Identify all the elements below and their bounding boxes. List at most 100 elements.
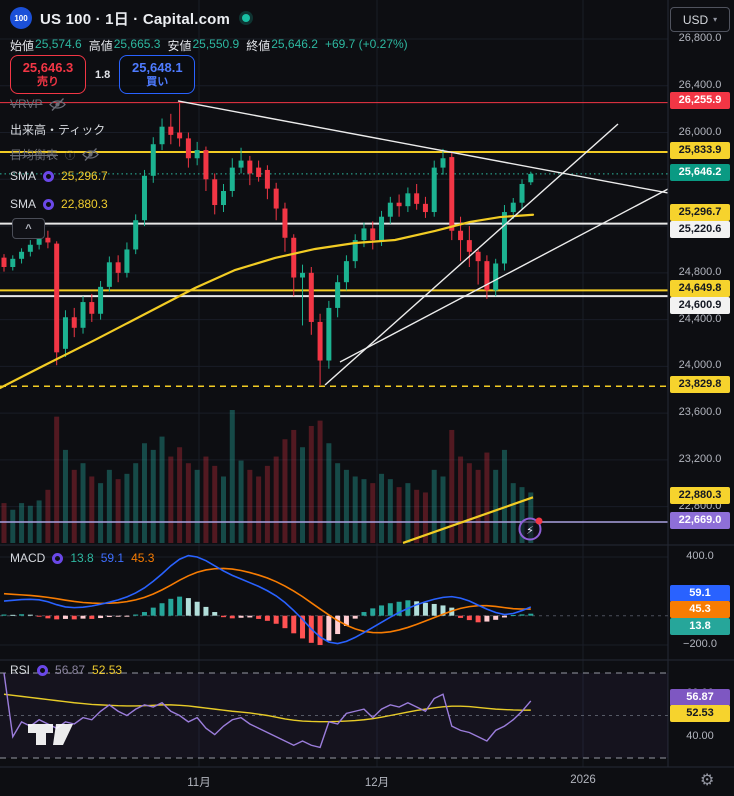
macd-axis-badge: 59.1 — [670, 584, 730, 602]
trendline — [324, 123, 619, 386]
rsi-axis-tick: 40.00 — [686, 729, 714, 742]
volume-bar — [422, 492, 428, 543]
symbol-title[interactable]: US 100 · 1日 · Capital.com — [40, 10, 231, 28]
trendline — [177, 100, 669, 194]
volume-bar — [80, 463, 86, 543]
legend-item-vrvp[interactable]: VRVP — [10, 97, 67, 111]
legend-item-ichimoku[interactable]: 目均衡表 ⓘ — [10, 146, 99, 163]
volume-bar — [519, 487, 525, 543]
volume-bar — [361, 479, 367, 543]
volume-bar — [466, 463, 472, 543]
volume-bar — [300, 447, 306, 543]
price-axis-tick: 26,400.0 — [678, 78, 722, 91]
collapse-icon: ^ — [25, 222, 32, 235]
macd-histogram-bar — [361, 612, 367, 616]
macd-histogram-bar — [317, 615, 323, 646]
market-status-icon — [242, 14, 251, 22]
macd-hist-value: 13.8 — [70, 551, 94, 565]
volume-bar — [89, 476, 95, 543]
sma1-value: 25,296.7 — [61, 169, 108, 183]
candle-body — [159, 126, 165, 145]
candle-body — [361, 228, 367, 241]
volume-bar — [247, 469, 253, 543]
ichimoku-label: 目均衡表 — [10, 148, 59, 162]
candle-body — [256, 167, 262, 177]
macd-histogram-bar — [10, 614, 16, 616]
rsi-ma-line — [3, 693, 531, 723]
macd-histogram-bar — [396, 601, 402, 616]
candle-body — [449, 157, 455, 231]
candle-body — [370, 228, 376, 241]
macd-label: MACD — [10, 551, 46, 565]
collapse-panel-button[interactable]: ^ — [12, 218, 45, 239]
volume-bar — [27, 505, 33, 543]
macd-histogram-bar — [273, 615, 279, 624]
rsi-label: RSI — [10, 663, 31, 677]
volume-bar — [10, 509, 16, 543]
low-value: 25,550.9 — [192, 37, 240, 51]
eye-off-icon[interactable] — [49, 97, 67, 111]
candle-body — [168, 126, 174, 135]
volume-bar — [106, 469, 112, 543]
candle-body — [247, 160, 253, 174]
sell-button[interactable]: 25,646.3 売り — [10, 55, 86, 94]
settings-gear-icon[interactable]: ⚙ — [700, 770, 714, 790]
eye-off-icon[interactable] — [82, 148, 99, 161]
tradingview-logo-icon[interactable] — [27, 719, 75, 749]
volume-bar — [396, 487, 402, 543]
currency-selector[interactable]: USD ▾ — [670, 7, 730, 32]
macd-histogram-bar — [54, 615, 60, 620]
volume-bar — [124, 473, 130, 543]
candle-body — [45, 237, 51, 243]
candle-body — [141, 175, 147, 221]
volume-bar — [387, 479, 393, 543]
macd-histogram-bar — [370, 608, 376, 616]
legend-item-sma1[interactable]: SMA 25,296.7 — [10, 169, 108, 183]
trade-panel: 25,646.3 売り 1.8 25,648.1 買い — [10, 55, 196, 94]
candle-body — [510, 202, 516, 213]
legend-item-sma2[interactable]: SMA 22,880.3 — [10, 197, 108, 211]
legend-item-macd[interactable]: MACD 13.8 59.1 45.3 — [10, 551, 154, 565]
volume-bar — [510, 483, 516, 543]
macd-histogram-bar — [501, 615, 507, 618]
buy-button[interactable]: 25,648.1 買い — [119, 55, 196, 94]
candle-body — [317, 321, 323, 361]
volume-bar — [475, 469, 481, 543]
price-axis-tick: 23,200.0 — [678, 452, 722, 465]
volume-bar — [449, 429, 455, 543]
gear-glyph: ⚙ — [700, 772, 715, 789]
volume-bar — [282, 439, 288, 543]
trendline — [339, 188, 669, 363]
candle-body — [62, 317, 68, 349]
chart-header: 100 US 100 · 1日 · Capital.com — [10, 7, 251, 29]
legend-item-rsi[interactable]: RSI 56.87 52.53 — [10, 663, 122, 677]
close-label: 終値 — [246, 39, 271, 53]
volume-bar — [62, 449, 68, 543]
candle-body — [273, 188, 279, 209]
macd-histogram-bar — [168, 598, 174, 616]
high-value: 25,665.3 — [113, 37, 161, 51]
macd-histogram-bar — [185, 598, 191, 616]
candle-body — [177, 132, 183, 139]
macd-signal-line — [3, 567, 531, 634]
volume-bar — [159, 436, 165, 543]
indicator-loading-icon — [43, 198, 55, 210]
spread-value: 1.8 — [95, 68, 111, 81]
time-axis-label: 2026 — [570, 774, 596, 786]
candle-body — [124, 249, 130, 273]
symbol-logo-icon: 100 — [10, 7, 32, 29]
quick-trade-widget[interactable]: ⚡ — [515, 513, 545, 543]
volume-bar — [273, 456, 279, 543]
macd-histogram-bar — [45, 615, 51, 619]
legend-item-volume[interactable]: 出来高・ティック — [10, 121, 105, 138]
macd-histogram-bar — [282, 615, 288, 629]
volume-bar — [291, 429, 297, 543]
macd-histogram-bar — [387, 603, 393, 616]
price-axis-badge: 25,220.6 — [670, 220, 730, 238]
volume-bar — [1, 503, 7, 543]
macd-histogram-bar — [221, 615, 226, 618]
macd-histogram-bar — [493, 615, 499, 620]
macd-histogram-bar — [335, 615, 341, 635]
candle-body — [27, 244, 33, 252]
